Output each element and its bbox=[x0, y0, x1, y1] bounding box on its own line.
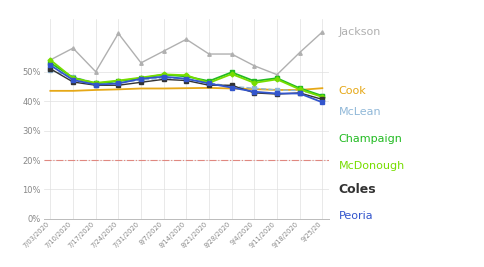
Text: Peoria: Peoria bbox=[339, 211, 374, 221]
Text: Coles: Coles bbox=[339, 183, 377, 196]
Text: McLean: McLean bbox=[339, 107, 381, 117]
Text: McDonough: McDonough bbox=[339, 160, 405, 171]
Text: Cook: Cook bbox=[339, 86, 366, 96]
Text: Jackson: Jackson bbox=[339, 27, 381, 37]
Text: Champaign: Champaign bbox=[339, 134, 403, 144]
